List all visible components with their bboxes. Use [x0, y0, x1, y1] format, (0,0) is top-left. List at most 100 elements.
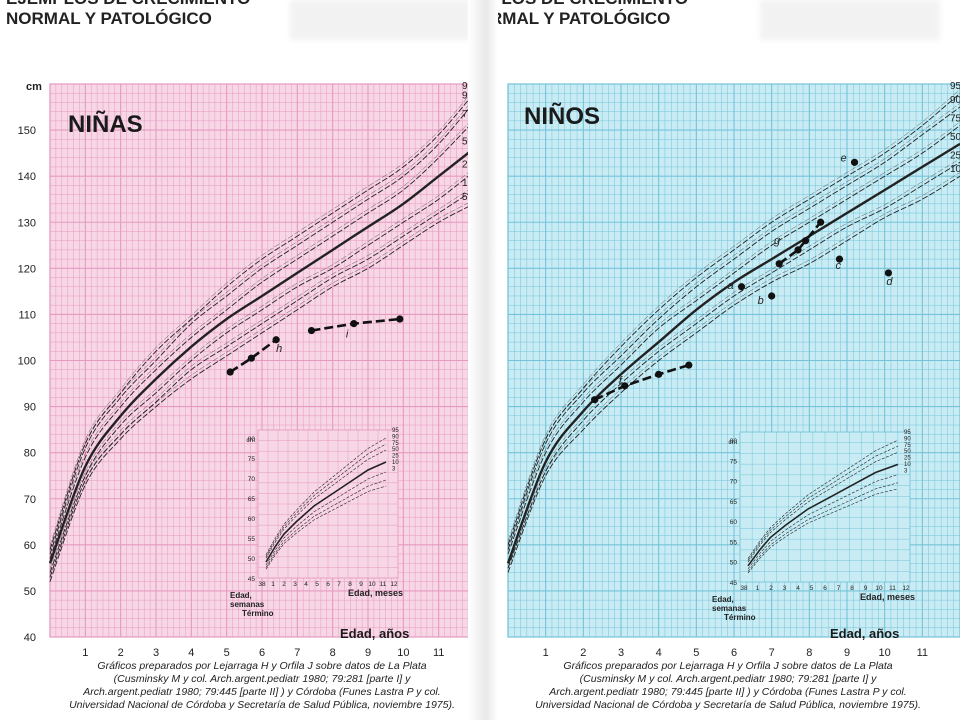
- inset-percentile-label: 25: [904, 456, 911, 462]
- inset-x-label-weeks: Edad,: [230, 591, 252, 600]
- inset-x-tick: 7: [337, 581, 341, 588]
- series-point-g: [801, 237, 810, 245]
- inset-percentile-label: 10: [392, 460, 399, 466]
- x-tick-label: 4: [188, 647, 194, 659]
- inset-y-tick: 50: [730, 560, 738, 567]
- inset-x-tick: 5: [810, 585, 814, 592]
- page-title-right: PLOS DE CRECIMIENTO RMAL Y PATOLÓGICO: [490, 0, 688, 29]
- percentile-label: 75: [950, 113, 960, 124]
- y-tick-label: 50: [24, 586, 36, 598]
- inset-curve: [747, 452, 899, 563]
- inset-y-tick: 55: [248, 536, 256, 543]
- percentile-label: 10: [462, 178, 474, 189]
- inset-percentile-label: 50: [392, 447, 399, 453]
- x-tick-label: 11: [917, 647, 928, 659]
- x-tick-label: 6: [731, 647, 737, 659]
- inset-y-tick: 75: [248, 456, 256, 463]
- inset-percentile-label: 75: [392, 441, 399, 447]
- x-tick-label: 3: [153, 647, 159, 659]
- inset-curve: [265, 471, 387, 566]
- percentile-curve-90: [507, 106, 960, 550]
- series-label-e: e: [841, 152, 847, 164]
- inset-x-tick: 12: [902, 585, 910, 592]
- inset-curve: [747, 439, 899, 559]
- inset-y-tick: 55: [730, 539, 738, 546]
- inset-y-tick: 80: [248, 436, 256, 443]
- inset-percentile-label: 10: [904, 462, 911, 468]
- credit-right: Gráficos preparados por Lejarraga H y Or…: [508, 660, 948, 712]
- series-point-g: [817, 218, 825, 226]
- credit-right-line: Universidad Nacional de Córdoba y Secret…: [535, 699, 921, 711]
- series-point-c: [835, 255, 844, 263]
- percentile-curve-95: [507, 92, 960, 545]
- series-point-b: [768, 292, 776, 300]
- inset-y-tick: 45: [248, 576, 256, 583]
- x-tick-label: 11: [433, 647, 444, 659]
- series-label-f: f: [619, 375, 623, 387]
- x-tick-label: 9: [844, 647, 850, 659]
- inset-x-tick: 2: [282, 581, 286, 588]
- x-tick-label: 5: [693, 647, 699, 659]
- percentile-curve-5: [49, 203, 475, 582]
- x-tick-label: 5: [224, 647, 230, 659]
- inset-curve: [747, 445, 899, 561]
- percentile-label: 10: [950, 164, 960, 175]
- inset-curve: [747, 463, 899, 567]
- percentile-curve-90: [49, 102, 475, 555]
- inset-x-tick: 38: [740, 585, 748, 592]
- patient-series: hi: [226, 315, 404, 376]
- inset-term-label: Término: [724, 613, 756, 622]
- inset-curve: [265, 437, 387, 555]
- series-line-g: [778, 221, 822, 265]
- percentile-curve-25: [49, 171, 475, 573]
- series-point-d: [884, 269, 893, 277]
- x-tick-label: 8: [806, 647, 812, 659]
- inset-x-label-months: Edad, meses: [860, 592, 915, 602]
- y-tick-label: 80: [24, 448, 36, 460]
- credit-left: Gráficos preparados por Lejarraga H y Or…: [42, 660, 482, 712]
- inset-curve: [265, 461, 387, 563]
- inset-x-label-months: Edad, meses: [348, 588, 403, 598]
- inset-curve: [265, 443, 387, 557]
- inset-percentile-label: 3: [392, 466, 396, 472]
- inset-y-tick: 80: [730, 438, 738, 445]
- chart-title: NIÑAS: [68, 110, 143, 138]
- percentile-label: 95: [950, 81, 960, 92]
- x-tick-label: 2: [580, 647, 586, 659]
- inset-y-unit: cm: [728, 439, 737, 446]
- series-point-f: [685, 361, 693, 369]
- x-axis-label: Edad, años: [830, 626, 899, 641]
- inset-percentile-label: 90: [392, 434, 399, 440]
- percentile-curve-90-edge: [49, 98, 475, 551]
- inset-x-tick: 11: [889, 585, 896, 592]
- percentile-curve-10: [507, 175, 960, 573]
- inset-percentile-label: 50: [904, 449, 911, 455]
- page-title-left: EJEMPLOS DE CRECIMIENTO NORMAL Y PATOLÓG…: [6, 0, 250, 29]
- inset-x-tick: 9: [864, 585, 868, 592]
- series-point-f: [621, 382, 629, 390]
- inset-x-tick: 2: [769, 585, 773, 592]
- percentile-curve-10-edge: [507, 172, 960, 569]
- page-title-right-line2: RMAL Y PATOLÓGICO: [490, 9, 671, 28]
- inset-x-tick: 4: [796, 585, 800, 592]
- page-title-left-line2: NORMAL Y PATOLÓGICO: [6, 9, 212, 28]
- inset-x-tick: 6: [326, 581, 330, 588]
- series-point-h: [272, 336, 280, 344]
- inset-curve: [747, 474, 899, 569]
- inset-x-label-weeks-unit: semanas: [230, 600, 265, 609]
- inset-x-tick: 3: [293, 581, 297, 588]
- x-tick-label: 8: [330, 647, 336, 659]
- inset-x-tick: 38: [258, 581, 266, 588]
- inset-curve: [265, 449, 387, 559]
- page-title-right-line1: PLOS DE CRECIMIENTO: [490, 0, 688, 9]
- inset-percentile-label: 95: [904, 430, 911, 436]
- series-label-c: c: [835, 260, 841, 272]
- x-tick-label: 9: [365, 647, 371, 659]
- y-tick-label: 70: [24, 494, 36, 506]
- inset-x-label-weeks-unit: semanas: [712, 604, 747, 613]
- x-tick-label: 1: [82, 647, 88, 659]
- y-tick-label: 100: [18, 356, 36, 368]
- inset-percentile-label: 25: [392, 454, 399, 460]
- y-tick-label: 130: [18, 217, 36, 229]
